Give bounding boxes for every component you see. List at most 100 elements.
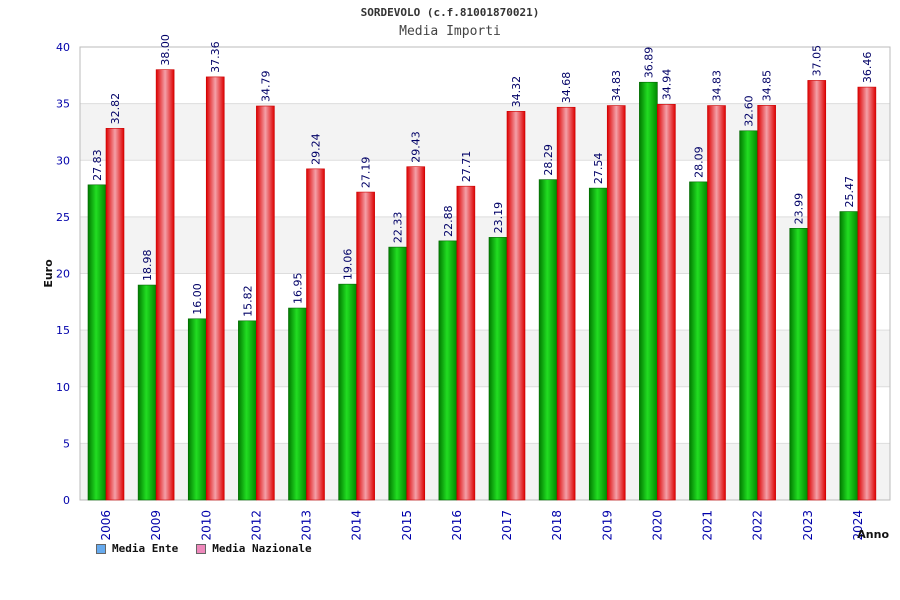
data-label: 38.00 [159,34,172,66]
x-tick-label: 2015 [400,510,414,541]
chart-title: SORDEVOLO (c.f.81001870021) [360,6,540,19]
data-label: 29.24 [310,133,323,165]
plot-frame [79,46,891,501]
data-label: 34.79 [259,71,272,103]
x-tick-label: 2009 [149,510,163,541]
data-label: 16.95 [292,273,305,305]
y-tick-label: 20 [56,268,70,281]
data-label: 37.36 [209,41,222,73]
data-label: 37.05 [811,45,824,77]
bar-ente [538,179,558,501]
bar-nazionale [606,105,626,501]
legend-item-nazionale: Media Nazionale [196,542,312,555]
bar-ente [87,184,107,501]
y-tick-label: 10 [56,381,70,394]
bar-nazionale [506,111,526,501]
x-tick-label: 2023 [801,510,815,541]
data-label: 16.00 [191,283,204,315]
data-label: 34.94 [660,69,673,101]
data-label: 27.83 [91,149,104,181]
x-axis-label: Anno [857,528,889,541]
y-tick-label: 5 [63,437,70,450]
data-label: 27.54 [592,153,605,185]
data-label: 23.99 [793,193,806,225]
legend: Media Ente Media Nazionale [96,542,312,555]
bar-ente [238,320,257,501]
data-label: 28.09 [693,146,706,178]
data-label: 27.71 [460,151,473,183]
legend-label-nazionale: Media Nazionale [212,542,312,555]
x-tick-label: 2012 [249,510,263,541]
legend-swatch-ente [96,543,106,554]
x-tick-label: 2022 [751,510,765,541]
x-tick-label: 2016 [450,510,464,541]
data-label: 34.83 [711,70,724,102]
bar-nazionale [807,80,827,501]
bar-ente [588,187,608,501]
y-tick-label: 25 [56,211,70,224]
y-tick-label: 35 [56,98,70,111]
y-tick-label: 40 [56,41,70,54]
bar-nazionale [757,105,776,501]
x-tick-label: 2024 [851,510,865,541]
data-label: 32.82 [109,93,122,125]
y-tick-label: 0 [63,494,70,507]
bar-ente [187,318,207,501]
y-tick-label: 15 [56,324,70,337]
y-axis-label: Euro [42,259,55,288]
bar-ente [338,283,357,501]
data-label: 19.06 [342,249,355,281]
bar-ente [137,284,157,501]
data-label: 34.32 [510,76,523,108]
data-label: 32.60 [743,95,756,127]
bar-nazionale [406,166,426,501]
x-tick-label: 2019 [600,510,614,541]
data-label: 18.98 [141,250,154,282]
legend-label-ente: Media Ente [112,542,179,555]
bar-nazionale [556,106,576,501]
data-label: 22.88 [442,205,455,237]
data-label: 28.29 [542,144,555,176]
bar-ente [488,237,508,501]
x-tick-label: 2021 [701,510,715,541]
bar-ente [739,130,758,501]
bar-ente [438,240,458,501]
legend-swatch-nazionale [196,543,207,554]
bar-ente [288,307,307,501]
bar-ente [689,181,708,501]
x-tick-label: 2014 [350,510,364,541]
bar-nazionale [205,76,225,501]
bar-nazionale [657,104,676,501]
bar-ente [639,81,658,501]
data-label: 23.19 [492,202,505,234]
x-tick-label: 2013 [300,510,314,541]
bar-nazionale [456,185,476,501]
bar-nazionale [155,69,175,501]
data-label: 22.33 [392,212,405,244]
bar-ente [388,246,408,501]
x-tick-label: 2017 [500,510,514,541]
x-tick-label: 2018 [550,510,564,541]
data-label: 36.46 [861,52,874,84]
bar-ente [839,211,859,501]
x-tick-label: 2010 [199,510,213,541]
data-label: 34.83 [610,70,623,102]
data-label: 34.68 [560,72,573,104]
bar-nazionale [306,168,325,501]
data-label: 36.89 [642,47,655,79]
x-tick-label: 2006 [99,510,113,541]
bar-nazionale [356,191,375,501]
bar-ente [789,228,809,501]
bar-nazionale [857,86,877,501]
bar-nazionale [105,128,125,501]
data-label: 34.85 [761,70,774,102]
legend-item-ente: Media Ente [96,542,178,555]
chart-subtitle: Media Importi [399,24,501,39]
bar-nazionale [256,105,275,501]
y-tick-label: 30 [56,154,70,167]
data-label: 29.43 [410,131,423,163]
data-label: 27.19 [360,157,373,189]
data-label: 25.47 [843,176,856,208]
bar-nazionale [707,105,726,501]
